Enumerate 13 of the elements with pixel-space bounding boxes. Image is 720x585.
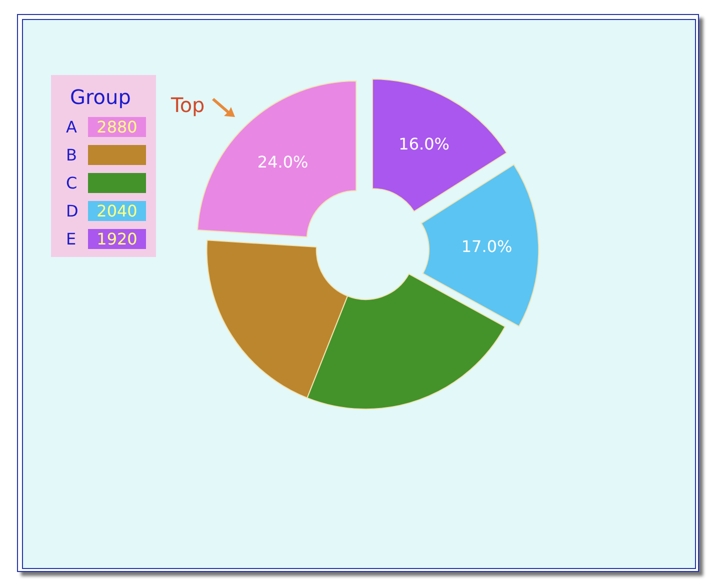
- data-label: 24.0%: [257, 152, 308, 172]
- legend-title: Group: [70, 85, 131, 109]
- text: 1920: [96, 230, 138, 248]
- data-label: 17.0%: [461, 236, 512, 256]
- legend-label: E: [66, 230, 76, 248]
- legend-label: D: [66, 202, 78, 220]
- text: 2880: [96, 118, 138, 136]
- legend-label: A: [66, 118, 77, 136]
- legend-label: C: [66, 174, 78, 192]
- text: 2040: [96, 202, 138, 220]
- text: Top: [170, 93, 205, 117]
- legend-label: B: [66, 146, 77, 164]
- data-label: 16.0%: [398, 134, 450, 154]
